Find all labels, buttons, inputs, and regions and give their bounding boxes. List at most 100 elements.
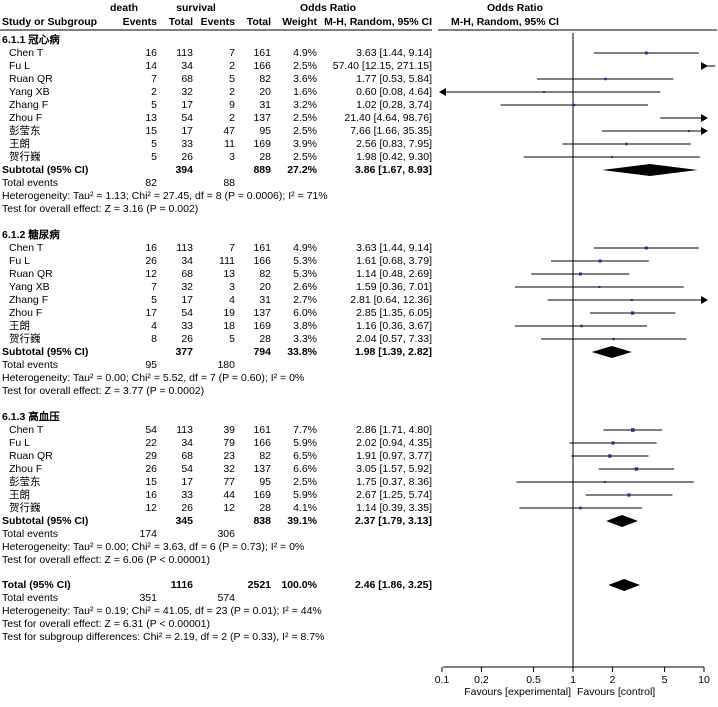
subgroup-1-study-7-total-2: 95 xyxy=(259,125,271,137)
subgroup-3-overall-effect: Test for overall effect: Z = 6.06 (P < 0… xyxy=(2,554,210,566)
subgroup-3-study-7-events-2: 12 xyxy=(223,502,235,514)
subgroup-3-study-3-events-1: 29 xyxy=(145,450,157,462)
subgroup-3-study-2-events-1: 22 xyxy=(145,437,157,449)
subgroup-2-study-6-total-2: 137 xyxy=(253,307,271,319)
subgroup-2-study-7-events-1: 4 xyxy=(151,320,157,332)
x-tick-label-5: 5 xyxy=(661,674,668,686)
subgroup-1-study-8-total-1: 33 xyxy=(181,138,193,150)
subgroup-3-study-2-weight: 5.9% xyxy=(293,437,317,449)
subgroup-2-study-4-total-1: 32 xyxy=(181,281,193,293)
subgroup-1-study-2-arrow-right xyxy=(701,62,708,70)
subgroup-2-study-4-point xyxy=(598,285,601,289)
overall-total-1: 1116 xyxy=(170,579,193,591)
subgroup-1-study-4-name: Yang XB xyxy=(9,86,50,98)
subgroup-3-study-4-weight: 6.6% xyxy=(293,463,317,475)
subgroup-2-study-2-events-2: 111 xyxy=(219,255,235,267)
header-total-1: Total xyxy=(168,16,193,28)
subgroup-1-study-9-total-2: 28 xyxy=(259,151,271,163)
header-group2-survival: survival xyxy=(176,2,216,14)
subgroup-1-study-1-events-1: 16 xyxy=(145,47,157,59)
header-method: M-H, Random, 95% CI xyxy=(324,16,432,28)
subgroup-2-subtotal-weight: 33.8% xyxy=(287,346,317,358)
subgroup-1-study-4-weight: 1.6% xyxy=(293,86,317,98)
subgroup-3-study-7-total-2: 28 xyxy=(259,502,271,514)
subgroup-2-study-6-point xyxy=(630,311,635,315)
subgroup-2-total-events-1: 95 xyxy=(145,359,157,371)
subgroup-3-study-6-weight: 5.9% xyxy=(293,489,317,501)
subgroup-1-study-4-arrow-left xyxy=(439,88,446,96)
subgroup-3-study-1-weight: 7.7% xyxy=(293,424,317,436)
subgroup-3-study-6-events-2: 44 xyxy=(223,489,235,501)
subgroup-2-study-6-ci-text: 2.85 [1.35, 6.05] xyxy=(356,307,432,319)
header-study-label: Study or Subgroup xyxy=(2,16,98,28)
subgroup-1-study-9-name: 贺行巍 xyxy=(9,151,41,163)
subgroup-3-study-7-weight: 4.1% xyxy=(293,502,317,514)
subgroup-2-study-6-events-2: 19 xyxy=(223,307,235,319)
subgroup-2-study-8-name: 贺行巍 xyxy=(9,333,41,345)
overall-effect: Test for overall effect: Z = 6.31 (P < 0… xyxy=(2,618,210,630)
subgroup-1-study-6-weight: 2.5% xyxy=(293,112,317,124)
subgroup-3-study-1-ci-text: 2.86 [1.71, 4.80] xyxy=(356,424,432,436)
subgroup-2-study-3-name: Ruan QR xyxy=(9,268,53,280)
subgroup-2-study-7-events-2: 18 xyxy=(223,320,235,332)
subgroup-3-subtotal-label: Subtotal (95% CI) xyxy=(2,515,89,527)
subgroup-2-heterogeneity: Heterogeneity: Tau² = 0.00; Chi² = 5.52,… xyxy=(2,372,305,384)
subgroup-1-subtotal-ci-text: 3.86 [1.67, 8.93] xyxy=(354,164,432,176)
subgroup-3-study-1-total-1: 113 xyxy=(176,424,193,436)
x-tick-label-2: 2 xyxy=(609,674,616,686)
subgroup-1-study-9-point xyxy=(610,155,613,159)
subgroup-1-study-8-weight: 3.9% xyxy=(293,138,317,150)
subgroup-3-study-5-events-2: 77 xyxy=(223,476,235,488)
subgroup-1-study-2-weight: 2.5% xyxy=(293,60,317,72)
subgroup-2-study-5-events-2: 4 xyxy=(229,294,235,306)
x-tick-label-1: 1 xyxy=(570,674,576,686)
subgroup-3-study-2-ci-text: 2.02 [0.94, 4.35] xyxy=(356,437,432,449)
overall-weight: 100.0% xyxy=(281,579,317,591)
subgroup-1-study-6-events-2: 2 xyxy=(229,112,235,124)
subgroup-2-study-2-total-2: 166 xyxy=(253,255,271,267)
subgroup-2-subtotal-total-2: 794 xyxy=(253,346,271,358)
subgroup-3-study-5-ci-text: 1.75 [0.37, 8.36] xyxy=(356,476,432,488)
subgroup-3-title: 6.1.3 高血压 xyxy=(2,411,60,423)
subgroup-3-study-4-ci-text: 3.05 [1.57, 5.92] xyxy=(356,463,432,475)
subgroup-3-study-2-point xyxy=(611,441,615,445)
subgroup-1-study-1-total-2: 161 xyxy=(253,47,271,59)
subgroup-2-subtotal-ci-text: 1.98 [1.39, 2.82] xyxy=(354,346,432,358)
overall-diamond xyxy=(608,579,641,591)
subgroup-1-study-7-total-1: 17 xyxy=(181,125,193,137)
subgroup-2-total-events-2: 180 xyxy=(217,359,235,371)
subgroup-2-study-1-total-2: 161 xyxy=(253,242,271,254)
subgroup-2-study-4-weight: 2.6% xyxy=(293,281,317,293)
subgroup-1-study-4-total-2: 20 xyxy=(259,86,271,98)
subgroup-3-total-events-label: Total events xyxy=(2,528,59,540)
subgroup-3-subtotal-total-2: 838 xyxy=(253,515,271,527)
subgroup-2-study-6-weight: 6.0% xyxy=(293,307,317,319)
subgroup-3-study-4-point xyxy=(634,467,639,471)
subgroup-1-study-6-arrow-right xyxy=(701,114,708,122)
subgroup-3-study-5-name: 彭莹东 xyxy=(9,476,41,488)
header-odds-ratio-title: Odds Ratio xyxy=(299,2,356,14)
subgroup-1-study-6-name: Zhou F xyxy=(9,112,43,124)
subgroup-1-study-7-arrow-right xyxy=(701,127,708,135)
subgroup-2-total-events-label: Total events xyxy=(2,359,59,371)
subgroup-1-study-5-events-2: 9 xyxy=(229,99,235,111)
subgroup-3-study-4-total-1: 54 xyxy=(181,463,193,475)
subgroup-3-study-4-total-2: 137 xyxy=(253,463,271,475)
subgroup-2-study-7-total-1: 33 xyxy=(181,320,193,332)
subgroup-3-study-7-name: 贺行巍 xyxy=(9,502,41,514)
subgroup-3-study-6-ci-text: 2.67 [1.25, 5.74] xyxy=(356,489,432,501)
subgroup-2-title: 6.1.2 糖尿病 xyxy=(2,229,60,241)
subgroup-2-study-3-events-2: 13 xyxy=(223,268,235,280)
subgroup-1-study-7-weight: 2.5% xyxy=(293,125,317,137)
subgroup-1-study-2-total-2: 166 xyxy=(253,60,271,72)
subgroup-2-study-3-total-2: 82 xyxy=(259,268,271,280)
subgroup-1-study-7-events-1: 15 xyxy=(145,125,157,137)
subgroup-1-study-6-total-2: 137 xyxy=(253,112,271,124)
subgroup-1-study-1-total-1: 113 xyxy=(176,47,193,59)
subgroup-2-study-8-ci-text: 2.04 [0.57, 7.33] xyxy=(356,333,432,345)
subgroup-1-study-5-ci-text: 1.02 [0.28, 3.74] xyxy=(356,99,432,111)
subgroup-2-study-2-ci-text: 1.61 [0.68, 3.79] xyxy=(356,255,432,267)
x-tick-label-10: 10 xyxy=(698,674,710,686)
subgroup-2-study-4-name: Yang XB xyxy=(9,281,50,293)
